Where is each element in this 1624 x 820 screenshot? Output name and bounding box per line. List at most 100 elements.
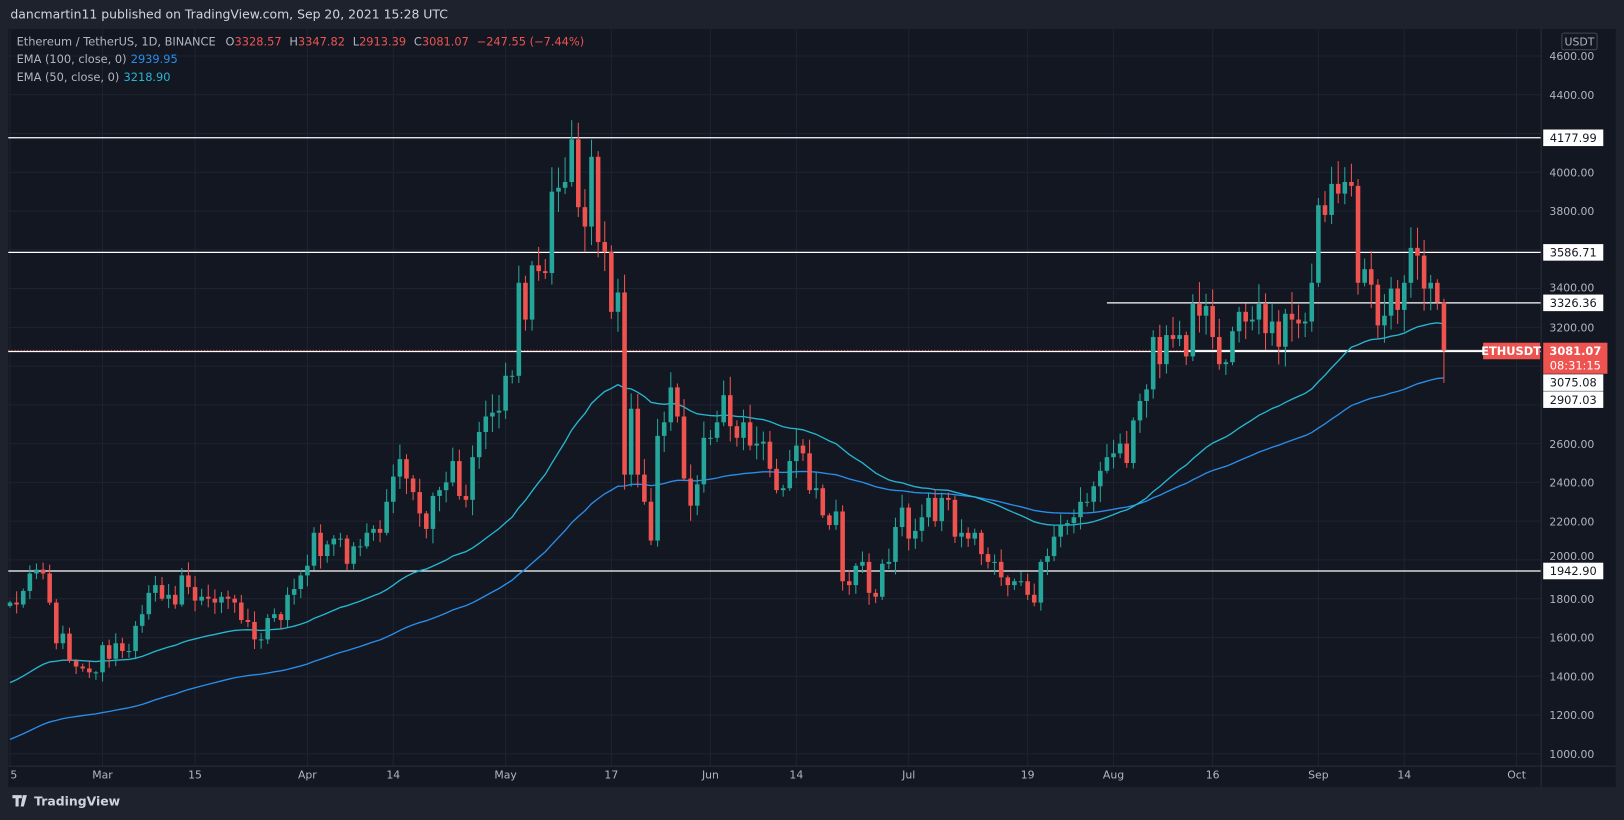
candle-up	[391, 476, 396, 502]
candle-up	[694, 484, 700, 506]
candle-down	[278, 614, 284, 621]
candle-up	[1402, 282, 1407, 310]
candle-up	[100, 645, 105, 673]
candle-down	[1375, 284, 1381, 326]
candle-down	[87, 668, 92, 673]
price-tick-label: 2400.00	[1549, 477, 1594, 490]
candle-up	[1388, 288, 1394, 316]
candle-down	[239, 602, 244, 621]
candle-down	[410, 478, 416, 493]
candle-up	[1038, 561, 1044, 603]
candle-up	[1362, 269, 1367, 283]
time-tick-label: 14	[789, 769, 803, 782]
tradingview-logo[interactable]: TradingView	[12, 794, 121, 809]
candle-up	[285, 594, 290, 621]
horizontal-levels[interactable]	[8, 137, 1542, 572]
price-tick-label: 1000.00	[1549, 748, 1594, 761]
candle-down	[404, 459, 409, 479]
candle-up	[126, 651, 132, 653]
candle-down	[377, 528, 383, 533]
candle-up	[668, 387, 674, 423]
candle-up	[1230, 331, 1235, 363]
candle-up	[860, 561, 865, 566]
candle-up	[939, 497, 945, 522]
candle-up	[1309, 282, 1315, 322]
candle-down	[225, 596, 231, 599]
candle-down	[800, 445, 806, 454]
candle-up	[258, 639, 264, 641]
candle-down	[344, 538, 350, 564]
candle-up	[311, 532, 317, 566]
candle-up	[450, 461, 456, 483]
level-label-box	[1543, 374, 1604, 391]
candle-down	[979, 532, 984, 555]
candle-down	[1216, 337, 1222, 365]
candle-up	[265, 618, 271, 640]
candle-up	[1203, 306, 1209, 316]
candle-up	[1065, 523, 1070, 526]
chart-background[interactable]	[8, 28, 1616, 787]
candle-up	[509, 375, 515, 377]
price-axis[interactable]: 4600.00 4400.00 4000.00 3800.00 3400.00 3200.…	[1549, 50, 1594, 761]
candle-up	[93, 672, 99, 674]
candle-down	[1368, 269, 1374, 285]
level-label-box	[1543, 129, 1604, 147]
candle-up	[496, 410, 502, 413]
candle-down	[1335, 183, 1341, 194]
candle-up	[1084, 501, 1090, 503]
candle-up	[338, 538, 343, 540]
candle-down	[965, 532, 971, 539]
time-axis[interactable]: 5 Mar 15 Apr 14 May 17 Jun 14 Jul 19 Aug 16 Sep 14 Oct	[10, 769, 1526, 782]
price-tick-label: 4400.00	[1549, 89, 1594, 102]
candle-down	[1289, 313, 1295, 320]
candle-up	[20, 590, 26, 605]
candle-up	[351, 546, 356, 564]
ema100-path	[9, 377, 1444, 740]
candle-down	[747, 422, 753, 446]
candle-up	[34, 569, 39, 574]
candle-up	[437, 490, 442, 496]
candle-up	[787, 461, 793, 489]
candle-down	[582, 207, 588, 227]
price-tick-label: 2200.00	[1549, 515, 1594, 528]
candle-up	[146, 592, 152, 615]
candle-up	[1131, 420, 1136, 464]
level-label: 3075.08	[1550, 376, 1597, 390]
candle-down	[417, 492, 422, 514]
candle-down	[681, 416, 687, 479]
candle-up	[569, 139, 574, 182]
currency-button[interactable]	[1561, 32, 1598, 51]
candle-up	[179, 575, 185, 605]
candle-up	[1137, 400, 1143, 421]
candle-down	[463, 495, 469, 500]
candle-up	[1098, 470, 1103, 487]
candle-down	[252, 621, 257, 640]
legend-ema50[interactable]: EMA (50, close, 0) 3218.90	[17, 70, 171, 84]
candle-down	[998, 561, 1004, 578]
candle-up	[298, 575, 304, 589]
candle-down	[807, 453, 812, 491]
time-tick-label: 17	[604, 769, 618, 782]
candle-down	[542, 271, 548, 274]
candle-up	[1018, 581, 1024, 583]
legend-ema100[interactable]: EMA (100, close, 0) 2939.95	[17, 52, 178, 66]
candle-up	[1012, 581, 1017, 586]
candle-down	[932, 497, 938, 522]
candle-up	[1428, 282, 1433, 289]
candle-up	[483, 416, 489, 432]
candle-down	[159, 585, 165, 599]
candle-up	[1250, 319, 1255, 322]
candle-up	[1045, 556, 1050, 562]
candle-down	[1243, 311, 1248, 322]
price-tick-label: 3200.00	[1549, 321, 1594, 334]
candle-up	[153, 585, 158, 593]
candle-up	[972, 532, 978, 539]
legend-ohlc: Ethereum / TetherUS, 1D, BINANCE O3328.5…	[17, 35, 585, 49]
candle-up	[529, 265, 535, 320]
candle-down	[1025, 581, 1030, 595]
candle-up	[913, 530, 918, 539]
candle-up	[1177, 335, 1182, 339]
last-price-box	[1543, 342, 1608, 374]
time-tick-label: 14	[386, 769, 400, 782]
